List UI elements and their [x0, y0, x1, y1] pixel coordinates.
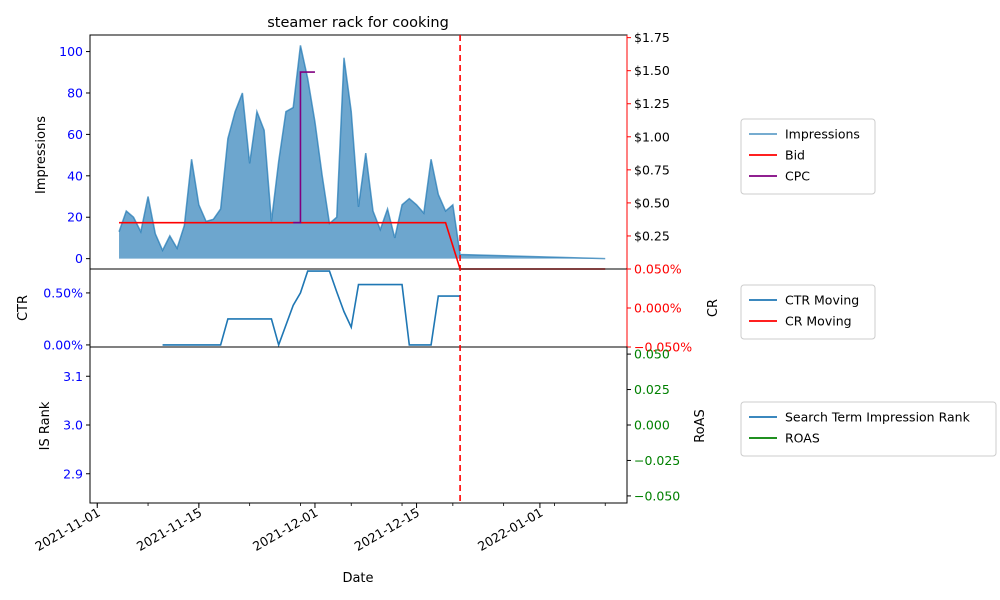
is-rank-legend-box [740, 401, 997, 457]
is-rank-panel: 2.9 3.0 3.1 −0.050 −0.025 0.000 0.025 0.050 [63, 346, 680, 504]
cpc-line [293, 71, 315, 224]
impressions-left-tick-label: 80 [67, 85, 83, 100]
ctr-moving-line [162, 270, 461, 348]
x-tick-label: 2022-01-01 [475, 505, 545, 554]
chart-title: steamer rack for cooking [267, 15, 449, 31]
impressions-legend-label: Impressions [785, 127, 860, 142]
roas-right-tick-label: 0.000 [634, 418, 670, 433]
impressions-left-tick-label: 60 [67, 127, 83, 142]
y-axis-label-ctr: CTR [16, 295, 31, 321]
impressions-left-tick-label: 20 [67, 210, 83, 225]
bid-right-tick-label: $0.75 [634, 162, 670, 177]
bid-right-tick-label: $1.00 [634, 129, 670, 144]
impressions-left-tick-label: 100 [59, 44, 83, 59]
impressions-left-tick-label: 0 [75, 251, 83, 266]
x-tick-label: 2021-12-15 [352, 505, 422, 554]
roas-right-tick-label: −0.050 [634, 488, 680, 503]
is-rank-left-tick-label: 2.9 [63, 466, 83, 481]
cr-right-tick-label: −0.050% [634, 340, 692, 355]
x-tick-label: 2021-12-01 [250, 505, 320, 554]
ctr-left-tick-label: 0.00% [43, 337, 83, 352]
x-tick-label: 2021-11-15 [134, 505, 204, 554]
bid-right-tick-label: $1.75 [634, 30, 670, 45]
is-rank-panel-frame [89, 346, 628, 504]
bid-right-tick-label: $1.25 [634, 96, 670, 111]
roas-right-tick-label: 0.050 [634, 347, 670, 362]
impressions-legend-label: CPC [785, 169, 810, 184]
y-axis-label-roas: RoAS [693, 409, 708, 443]
ctr-panel: 0.00% 0.50% −0.050% 0.000% 0.050% [43, 262, 692, 355]
roas-right-tick-label: −0.025 [634, 453, 680, 468]
is-rank-legend-label: ROAS [785, 431, 820, 446]
x-tick-label: 2021-11-01 [32, 505, 102, 554]
x-axis-label: Date [342, 571, 373, 586]
bid-right-tick-label: $1.50 [634, 63, 670, 78]
ctr-legend-label: CTR Moving [785, 293, 859, 308]
is-rank-left-tick-label: 3.1 [63, 369, 83, 384]
ctr-legend-box [740, 284, 876, 340]
impressions-legend-label: Bid [785, 148, 805, 163]
impressions-left-tick-label: 40 [67, 168, 83, 183]
roas-right-tick-label: 0.025 [634, 382, 670, 397]
cr-right-tick-label: 0.050% [634, 262, 682, 277]
y-axis-label-impressions: Impressions [34, 116, 49, 194]
y-axis-label-cr: CR [706, 299, 721, 317]
date-axis: 2021-11-01 2021-11-15 2021-12-01 2021-12-15… [32, 503, 606, 554]
ctr-left-tick-label: 0.50% [43, 285, 83, 300]
legends: Impressions Bid CPC CTR Moving CR Moving Sear… [740, 118, 997, 457]
cr-right-tick-label: 0.000% [634, 301, 682, 316]
impressions-panel: 0 20 40 60 80 100 $0.25 $0.50 $0.75 $1.00 $1.25 $1.… [59, 30, 670, 270]
impressions-line [118, 45, 606, 260]
is-rank-left-tick-label: 3.0 [63, 418, 83, 433]
bid-right-tick-label: $0.50 [634, 195, 670, 210]
is-rank-legend-label: Search Term Impression Rank [785, 410, 971, 425]
bid-right-tick-label: $0.25 [634, 228, 670, 243]
ctr-legend-label: CR Moving [785, 314, 852, 329]
impressions-area [119, 45, 606, 259]
y-axis-label-is-rank: IS Rank [38, 401, 53, 450]
ctr-panel-frame [89, 268, 628, 348]
